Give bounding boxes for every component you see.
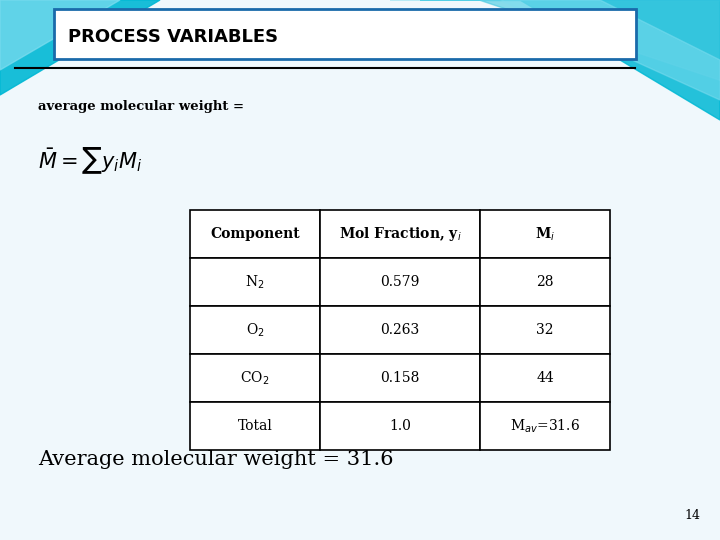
Text: O$_2$: O$_2$ bbox=[246, 321, 264, 339]
Bar bbox=[480, 258, 610, 306]
Text: 0.263: 0.263 bbox=[380, 323, 420, 337]
Text: average molecular weight =: average molecular weight = bbox=[38, 100, 244, 113]
Text: 32: 32 bbox=[536, 323, 554, 337]
Polygon shape bbox=[0, 0, 120, 70]
Bar bbox=[190, 354, 320, 402]
Polygon shape bbox=[390, 0, 720, 100]
Polygon shape bbox=[420, 0, 720, 120]
Text: M$_i$: M$_i$ bbox=[535, 225, 555, 242]
Text: PROCESS VARIABLES: PROCESS VARIABLES bbox=[68, 28, 278, 46]
Bar bbox=[190, 258, 320, 306]
Polygon shape bbox=[0, 0, 160, 95]
Bar bbox=[190, 402, 320, 450]
Polygon shape bbox=[480, 0, 720, 80]
Text: 14: 14 bbox=[684, 509, 700, 522]
Text: CO$_2$: CO$_2$ bbox=[240, 369, 270, 387]
Text: Average molecular weight = 31.6: Average molecular weight = 31.6 bbox=[38, 450, 394, 469]
Bar bbox=[320, 402, 480, 450]
Bar bbox=[480, 402, 610, 450]
Text: Component: Component bbox=[210, 227, 300, 241]
Bar bbox=[480, 306, 610, 354]
Text: 0.579: 0.579 bbox=[380, 275, 420, 289]
Text: Total: Total bbox=[238, 419, 272, 433]
Bar bbox=[320, 210, 480, 258]
Text: Mol Fraction, y$_i$: Mol Fraction, y$_i$ bbox=[338, 225, 462, 243]
Text: M$_{av}$=31.6: M$_{av}$=31.6 bbox=[510, 417, 580, 435]
Text: 0.158: 0.158 bbox=[380, 371, 420, 385]
Text: $\bar{M} = \sum y_i M_i$: $\bar{M} = \sum y_i M_i$ bbox=[38, 145, 143, 176]
Bar bbox=[480, 354, 610, 402]
Text: 28: 28 bbox=[536, 275, 554, 289]
Text: N$_2$: N$_2$ bbox=[246, 273, 265, 291]
FancyBboxPatch shape bbox=[54, 9, 636, 59]
Bar bbox=[480, 210, 610, 258]
Bar bbox=[190, 210, 320, 258]
Bar bbox=[320, 354, 480, 402]
Bar bbox=[320, 306, 480, 354]
Text: 1.0: 1.0 bbox=[389, 419, 411, 433]
Bar bbox=[190, 306, 320, 354]
Text: 44: 44 bbox=[536, 371, 554, 385]
Bar bbox=[320, 258, 480, 306]
